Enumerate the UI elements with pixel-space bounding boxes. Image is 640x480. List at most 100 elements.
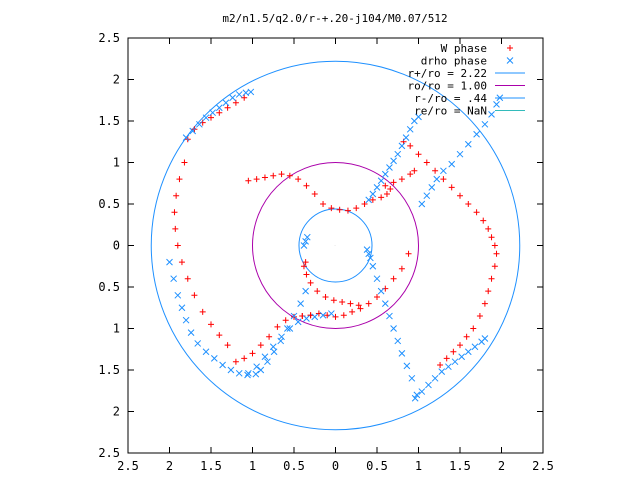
drho-phase-point-47 [403, 362, 411, 370]
drho-phase-point-43 [386, 312, 393, 320]
x-tick-label-10: 2.5 [532, 459, 554, 473]
drho-phase-point-11 [166, 258, 173, 266]
w-phase-point-99 [266, 333, 273, 340]
drho-phase-point-35 [303, 233, 311, 241]
w-phase-point-53 [423, 159, 430, 166]
w-phase-point-55 [440, 176, 447, 183]
drho-phase-point-48 [408, 374, 416, 382]
w-phase-point-59 [473, 209, 480, 216]
drho-phase-point-59 [481, 120, 489, 128]
w-phase-point-58 [465, 201, 472, 207]
drho-phase-point-71 [464, 348, 472, 356]
w-phase-point-77 [390, 179, 397, 186]
w-phase-point-62 [488, 234, 495, 241]
drho-phase-point-67 [438, 368, 446, 376]
drho-phase-point-30 [290, 312, 298, 320]
w-phase-point-34 [353, 205, 360, 212]
drho-phase-point-57 [464, 140, 472, 148]
w-phase-point-37 [378, 194, 385, 201]
drho-phase-point-46 [398, 350, 406, 357]
drho-phase-point-15 [182, 316, 190, 324]
w-phase-point-51 [407, 142, 414, 149]
drho-phase-point-26 [264, 358, 271, 366]
drho-phase-point-23 [244, 371, 251, 379]
x-tick-label-8: 1.5 [449, 459, 471, 473]
drho-phase-point-55 [448, 160, 456, 168]
w-phase-point-61 [485, 225, 492, 232]
w-phase-point-71 [463, 333, 470, 340]
drho-phase-point-44 [390, 325, 397, 332]
w-phase-point-24 [270, 172, 277, 179]
drho-phase-point-33 [300, 242, 308, 249]
w-phase-point-67 [485, 288, 492, 295]
y-tick-label-3: 1 [113, 156, 120, 170]
drho-phase-point-77 [373, 184, 381, 191]
drho-phase-point-90 [311, 313, 319, 321]
drho-phase-point-54 [440, 167, 447, 175]
drho-phase-point-32 [302, 287, 309, 295]
drho-phase-point-49 [413, 391, 421, 399]
w-phase-point-65 [491, 263, 498, 270]
drho-phase-point-17 [194, 340, 202, 347]
drho-phase-point-34 [302, 237, 309, 245]
drho-phase-point-13 [174, 291, 182, 299]
w-phase-point-64 [493, 250, 500, 257]
drho-phase-point-1 [189, 127, 197, 135]
drho-phase-point-5 [215, 104, 223, 112]
legend-label-2: r+/ro = 2.22 [408, 67, 487, 80]
drho-phase-point-4 [209, 109, 217, 117]
w-phase-point-74 [443, 355, 450, 362]
drho-phase-point-42 [381, 300, 389, 307]
w-phase-point-28 [303, 182, 310, 189]
w-phase-point-21 [245, 177, 252, 184]
legend-swatch-1 [506, 57, 514, 64]
w-phase-point-79 [407, 171, 414, 178]
w-phase-point-72 [457, 342, 463, 349]
x-tick-label-5: 0 [332, 459, 339, 473]
w-phase-point-45 [322, 293, 329, 300]
drho-phase-point-25 [257, 366, 265, 374]
drho-phase-point-97 [253, 363, 261, 371]
w-phase-point-35 [361, 201, 368, 207]
w-phase-point-4 [216, 109, 223, 116]
x-tick-label-1: 2 [166, 459, 173, 473]
w-phase-series [171, 94, 500, 369]
radius-circle-1 [252, 162, 419, 329]
y-tick-label-5: 0 [113, 239, 120, 253]
w-phase-point-96 [241, 355, 248, 362]
w-phase-point-98 [257, 342, 264, 349]
w-phase-point-97 [249, 350, 256, 357]
w-phase-point-86 [340, 312, 347, 319]
w-phase-point-8 [181, 159, 188, 166]
w-phase-point-38 [383, 191, 390, 198]
w-phase-point-57 [457, 192, 463, 199]
drho-phase-point-83 [398, 142, 406, 150]
y-tick-label-2: 1.5 [98, 114, 120, 128]
w-phase-point-76 [382, 182, 389, 189]
drho-phase-point-76 [369, 190, 377, 198]
y-tick-label-10: 2.5 [98, 446, 120, 460]
drho-phase-point-63 [411, 394, 419, 402]
w-phase-point-88 [357, 305, 364, 312]
w-phase-point-31 [328, 205, 335, 212]
drho-phase-point-66 [431, 374, 439, 382]
center-origin-marker: · [334, 243, 336, 247]
legend-label-3: ro/ro = 1.00 [408, 80, 487, 93]
drho-phase-point-24 [252, 370, 260, 378]
drho-phase-point-61 [493, 101, 500, 108]
w-phase-point-92 [390, 275, 397, 282]
w-phase-point-101 [282, 317, 289, 324]
drho-phase-series [166, 88, 504, 402]
w-phase-point-6 [232, 99, 239, 106]
radius-circles [150, 60, 521, 431]
w-phase-point-56 [448, 184, 455, 191]
w-phase-point-27 [295, 176, 302, 183]
drho-phase-point-40 [373, 275, 381, 283]
drho-phase-point-60 [488, 111, 495, 118]
w-phase-point-7 [241, 94, 248, 101]
w-phase-point-66 [488, 275, 495, 282]
w-phase-point-14 [178, 259, 185, 266]
w-phase-point-13 [174, 242, 181, 249]
drho-phase-point-28 [277, 337, 285, 345]
